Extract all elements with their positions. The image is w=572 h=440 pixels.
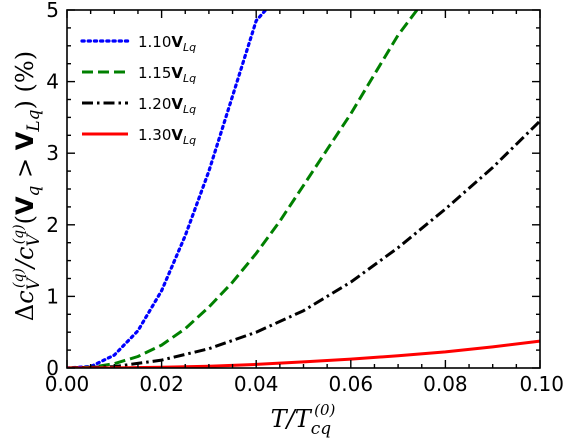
x-tick-label: 0.04 — [234, 372, 279, 396]
x-tick-label: 0.02 — [139, 372, 184, 396]
y-tick-label: 2 — [46, 213, 59, 237]
y-tick-label: 5 — [46, 0, 59, 22]
series-line-2 — [67, 10, 419, 368]
ticks-layer: 0.00 0.02 0.04 0.06 0.08 0.10 0 1 2 3 4 5 — [45, 0, 564, 396]
legend-label-3: 1.20VLq — [138, 95, 196, 116]
x-tick-label: 0.10 — [519, 372, 564, 396]
series-line-3 — [67, 119, 540, 368]
series-line-1 — [67, 10, 268, 368]
y-tick-label: 0 — [46, 356, 59, 380]
legend-label-2: 1.15VLq — [138, 64, 196, 85]
y-tick-label: 1 — [46, 284, 59, 308]
x-tick-label: 0.00 — [45, 372, 90, 396]
y-axis-label: ΔcV(q)/cV(q)(Vq > VLq) (%) — [11, 51, 44, 321]
x-tick-label: 0.06 — [329, 372, 374, 396]
legend: 1.10VLq 1.15VLq 1.20VLq 1.30VLq — [80, 33, 196, 147]
x-tick-label: 0.08 — [423, 372, 468, 396]
x-axis-label: T/Tcq(0) — [271, 401, 336, 439]
y-tick-label: 3 — [46, 141, 59, 165]
legend-label-4: 1.30VLq — [138, 126, 196, 147]
y-tick-label: 4 — [46, 70, 59, 94]
legend-label-1: 1.10VLq — [138, 33, 196, 54]
